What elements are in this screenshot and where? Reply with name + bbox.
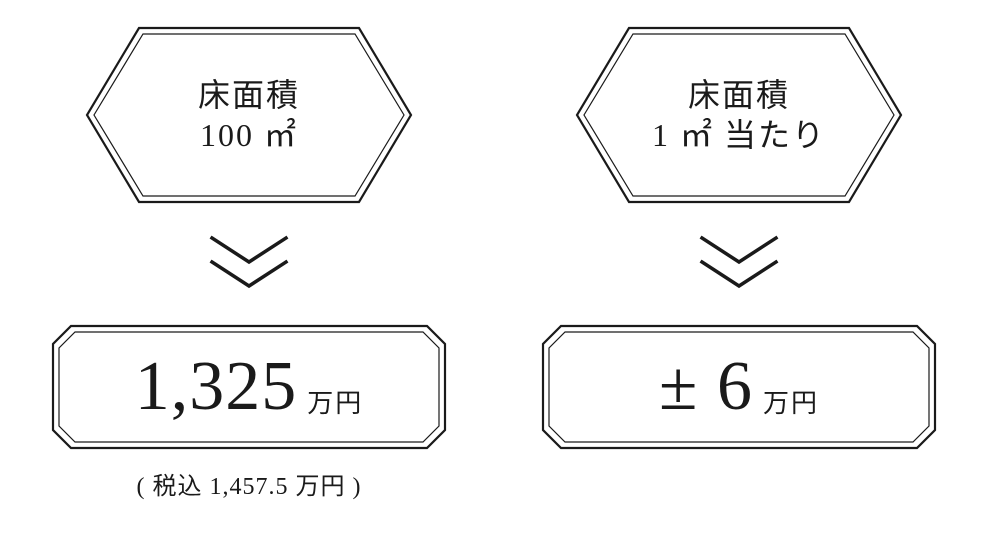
left-column: 床面積 100 ㎡ 1,325 万円 xyxy=(49,20,449,540)
double-chevron-down-icon xyxy=(204,232,294,296)
columns: 床面積 100 ㎡ 1,325 万円 xyxy=(49,0,939,540)
left-badge-line1: 床面積 xyxy=(198,75,300,115)
page: 床面積 100 ㎡ 1,325 万円 xyxy=(0,0,988,540)
right-column: 床面積 1 ㎡ 当たり ± 6 万円 xyxy=(539,20,939,540)
double-chevron-down-icon xyxy=(694,232,784,296)
left-note: ( 税込 1,457.5 万円 ) xyxy=(137,466,362,501)
right-price-inner: ± 6 万円 xyxy=(539,322,939,452)
left-price-box: 1,325 万円 xyxy=(49,322,449,452)
right-price-value: ± 6 xyxy=(659,347,753,427)
left-price-value: 1,325 xyxy=(135,347,298,427)
right-badge-line1: 床面積 xyxy=(688,75,790,115)
left-price-inner: 1,325 万円 xyxy=(49,322,449,452)
right-badge-line2: 1 ㎡ 当たり xyxy=(652,115,826,155)
left-badge: 床面積 100 ㎡ xyxy=(79,20,419,210)
right-price-unit: 万円 xyxy=(763,383,819,420)
left-badge-line2: 100 ㎡ xyxy=(200,115,298,155)
right-badge-text: 床面積 1 ㎡ 当たり xyxy=(569,20,909,210)
right-price-box: ± 6 万円 xyxy=(539,322,939,452)
right-badge: 床面積 1 ㎡ 当たり xyxy=(569,20,909,210)
left-price-unit: 万円 xyxy=(307,383,363,420)
left-badge-text: 床面積 100 ㎡ xyxy=(79,20,419,210)
